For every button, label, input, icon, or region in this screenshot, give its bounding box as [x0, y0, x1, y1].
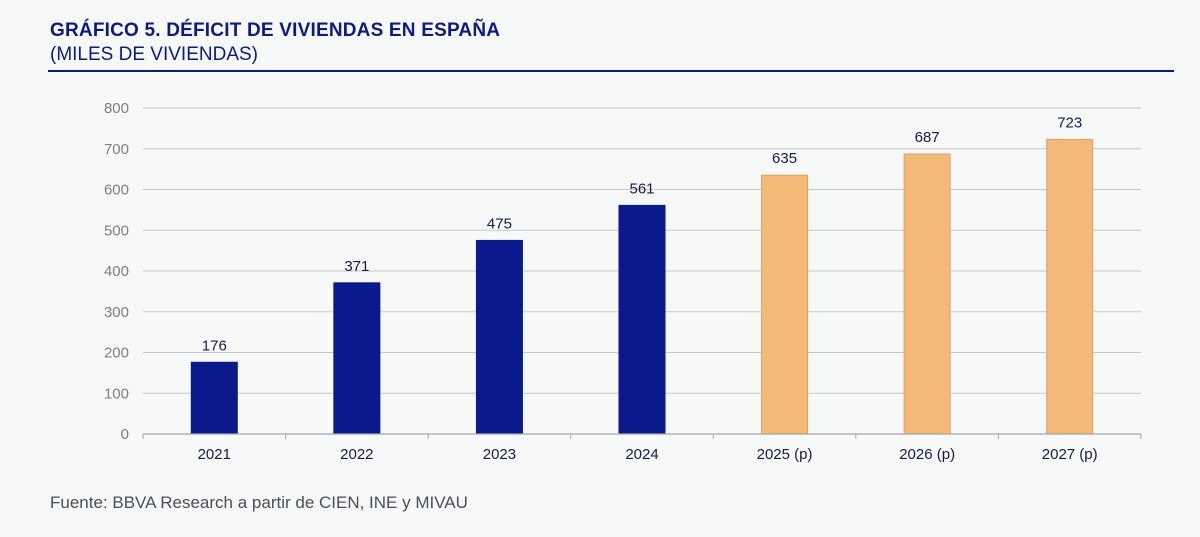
y-axis-ticks: 0 100 200 300 400 500 600 700 800 — [104, 100, 129, 443]
x-category-label: 2022 — [340, 446, 373, 463]
x-category-label: 2027 (p) — [1042, 446, 1098, 463]
x-axis — [142, 433, 1142, 439]
y-tick-label: 100 — [104, 385, 129, 402]
bar-2027-p — [1046, 138, 1094, 435]
y-tick-label: 200 — [104, 345, 129, 362]
bar-2021 — [190, 361, 238, 435]
y-tick-label: 400 — [104, 263, 129, 280]
x-axis-categories: 2021 2022 2023 2024 2025 (p) 2026 (p) 2027 (p) — [198, 446, 1098, 463]
title-divider — [48, 70, 1174, 72]
data-label: 723 — [1057, 114, 1082, 131]
source-note: Fuente: BBVA Research a partir de CIEN, … — [50, 493, 468, 512]
y-tick-label: 800 — [104, 100, 129, 117]
y-tick-label: 500 — [104, 222, 129, 239]
y-tick-label: 300 — [104, 304, 129, 321]
bars — [190, 138, 1094, 435]
x-category-label: 2023 — [483, 446, 516, 463]
bar-2023 — [475, 239, 523, 435]
y-tick-label: 600 — [104, 182, 129, 199]
x-category-label: 2021 — [198, 446, 231, 463]
bar-2026-p — [903, 153, 951, 435]
y-tick-label: 0 — [121, 426, 129, 443]
chart-subtitle: (MILES DE VIVIENDAS) — [50, 44, 258, 65]
data-label: 371 — [344, 258, 369, 275]
x-category-label: 2025 (p) — [757, 446, 813, 463]
data-labels: 176 371 475 561 635 687 723 — [202, 114, 1082, 354]
x-category-label: 2024 — [625, 446, 658, 463]
x-category-label: 2026 (p) — [899, 446, 955, 463]
data-label: 635 — [772, 150, 797, 167]
data-label: 561 — [629, 180, 654, 197]
y-tick-label: 700 — [104, 141, 129, 158]
data-label: 687 — [915, 129, 940, 146]
bar-2025-p — [761, 174, 809, 435]
data-label: 475 — [487, 215, 512, 232]
bar-2022 — [333, 282, 381, 435]
data-label: 176 — [202, 337, 227, 354]
bar-2024 — [618, 204, 666, 435]
chart-title: GRÁFICO 5. DÉFICIT DE VIVIENDAS EN ESPAÑ… — [50, 20, 501, 41]
